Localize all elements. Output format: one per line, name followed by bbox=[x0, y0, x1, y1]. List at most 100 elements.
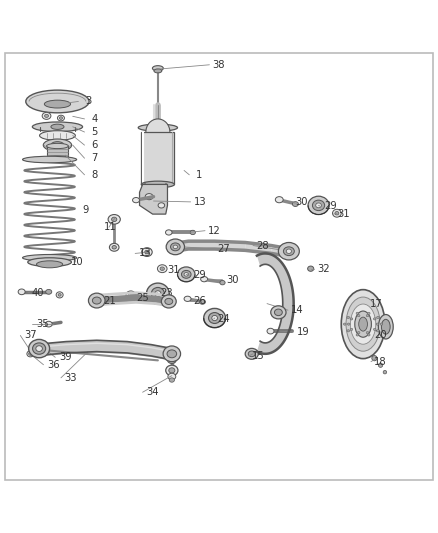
Ellipse shape bbox=[160, 267, 164, 270]
Ellipse shape bbox=[138, 124, 177, 131]
Ellipse shape bbox=[356, 334, 359, 336]
Bar bbox=[46, 146, 68, 158]
Ellipse shape bbox=[356, 312, 359, 314]
Ellipse shape bbox=[88, 293, 105, 308]
Ellipse shape bbox=[374, 318, 376, 320]
Ellipse shape bbox=[22, 156, 77, 163]
Ellipse shape bbox=[355, 311, 371, 337]
Ellipse shape bbox=[279, 243, 299, 260]
Text: 13: 13 bbox=[138, 248, 151, 259]
Ellipse shape bbox=[163, 346, 180, 362]
Text: 30: 30 bbox=[226, 274, 238, 285]
Ellipse shape bbox=[56, 292, 63, 298]
Ellipse shape bbox=[220, 280, 225, 285]
Ellipse shape bbox=[28, 340, 49, 358]
Ellipse shape bbox=[36, 261, 63, 268]
Ellipse shape bbox=[332, 209, 341, 217]
Ellipse shape bbox=[166, 365, 178, 376]
Ellipse shape bbox=[167, 350, 177, 358]
Ellipse shape bbox=[347, 330, 350, 332]
Text: 33: 33 bbox=[64, 373, 77, 383]
Polygon shape bbox=[188, 241, 215, 249]
Ellipse shape bbox=[155, 290, 161, 296]
Ellipse shape bbox=[378, 363, 383, 367]
Ellipse shape bbox=[141, 181, 174, 188]
Text: 20: 20 bbox=[374, 330, 387, 341]
Ellipse shape bbox=[46, 143, 68, 149]
Text: 19: 19 bbox=[297, 327, 309, 337]
Ellipse shape bbox=[245, 349, 258, 359]
Ellipse shape bbox=[126, 291, 136, 299]
Ellipse shape bbox=[170, 243, 180, 251]
Polygon shape bbox=[171, 241, 188, 252]
Text: 29: 29 bbox=[324, 201, 337, 211]
Text: 40: 40 bbox=[32, 288, 44, 298]
Ellipse shape bbox=[307, 266, 314, 271]
Ellipse shape bbox=[112, 246, 117, 249]
Ellipse shape bbox=[367, 334, 370, 336]
Ellipse shape bbox=[28, 352, 32, 356]
Text: 21: 21 bbox=[103, 296, 116, 306]
Ellipse shape bbox=[292, 201, 298, 206]
Ellipse shape bbox=[60, 117, 63, 119]
Ellipse shape bbox=[166, 239, 184, 255]
Ellipse shape bbox=[154, 69, 162, 73]
Ellipse shape bbox=[39, 131, 75, 140]
Ellipse shape bbox=[142, 248, 152, 256]
Ellipse shape bbox=[275, 309, 283, 316]
Text: 29: 29 bbox=[193, 270, 206, 280]
Ellipse shape bbox=[374, 328, 376, 330]
Ellipse shape bbox=[199, 300, 205, 304]
Ellipse shape bbox=[357, 314, 360, 317]
Text: 31: 31 bbox=[337, 209, 350, 219]
Text: 25: 25 bbox=[136, 293, 149, 303]
Polygon shape bbox=[140, 184, 167, 214]
Ellipse shape bbox=[357, 332, 360, 334]
Ellipse shape bbox=[32, 122, 82, 132]
Ellipse shape bbox=[366, 332, 369, 334]
Ellipse shape bbox=[42, 112, 51, 119]
Ellipse shape bbox=[167, 357, 176, 364]
Ellipse shape bbox=[208, 312, 221, 324]
Ellipse shape bbox=[267, 328, 274, 334]
Ellipse shape bbox=[18, 289, 25, 295]
Ellipse shape bbox=[366, 314, 369, 317]
Polygon shape bbox=[272, 246, 291, 257]
Ellipse shape bbox=[145, 251, 149, 254]
Ellipse shape bbox=[22, 254, 77, 261]
Ellipse shape bbox=[276, 197, 283, 203]
Ellipse shape bbox=[147, 283, 169, 304]
Ellipse shape bbox=[204, 309, 226, 328]
Text: 27: 27 bbox=[217, 244, 230, 254]
Ellipse shape bbox=[45, 321, 52, 327]
Ellipse shape bbox=[92, 297, 101, 304]
Ellipse shape bbox=[51, 124, 64, 130]
Ellipse shape bbox=[58, 294, 61, 296]
Ellipse shape bbox=[146, 119, 170, 145]
Ellipse shape bbox=[57, 115, 64, 121]
Ellipse shape bbox=[145, 193, 153, 200]
Ellipse shape bbox=[169, 368, 175, 373]
Text: 28: 28 bbox=[256, 240, 269, 251]
Ellipse shape bbox=[51, 142, 64, 149]
Ellipse shape bbox=[271, 306, 286, 319]
Ellipse shape bbox=[112, 217, 117, 222]
Ellipse shape bbox=[28, 258, 71, 266]
Text: 10: 10 bbox=[71, 257, 83, 267]
Text: 39: 39 bbox=[59, 352, 72, 362]
Ellipse shape bbox=[335, 212, 339, 215]
Ellipse shape bbox=[151, 287, 164, 300]
Ellipse shape bbox=[44, 100, 71, 108]
Text: 5: 5 bbox=[92, 127, 98, 137]
Ellipse shape bbox=[181, 270, 191, 278]
Ellipse shape bbox=[158, 203, 165, 208]
Ellipse shape bbox=[350, 318, 353, 320]
Ellipse shape bbox=[46, 289, 52, 294]
Polygon shape bbox=[245, 243, 272, 253]
Text: 13: 13 bbox=[194, 197, 207, 207]
Ellipse shape bbox=[359, 317, 367, 331]
Ellipse shape bbox=[201, 277, 208, 282]
Ellipse shape bbox=[165, 298, 173, 304]
Ellipse shape bbox=[26, 90, 89, 113]
Ellipse shape bbox=[36, 346, 42, 351]
